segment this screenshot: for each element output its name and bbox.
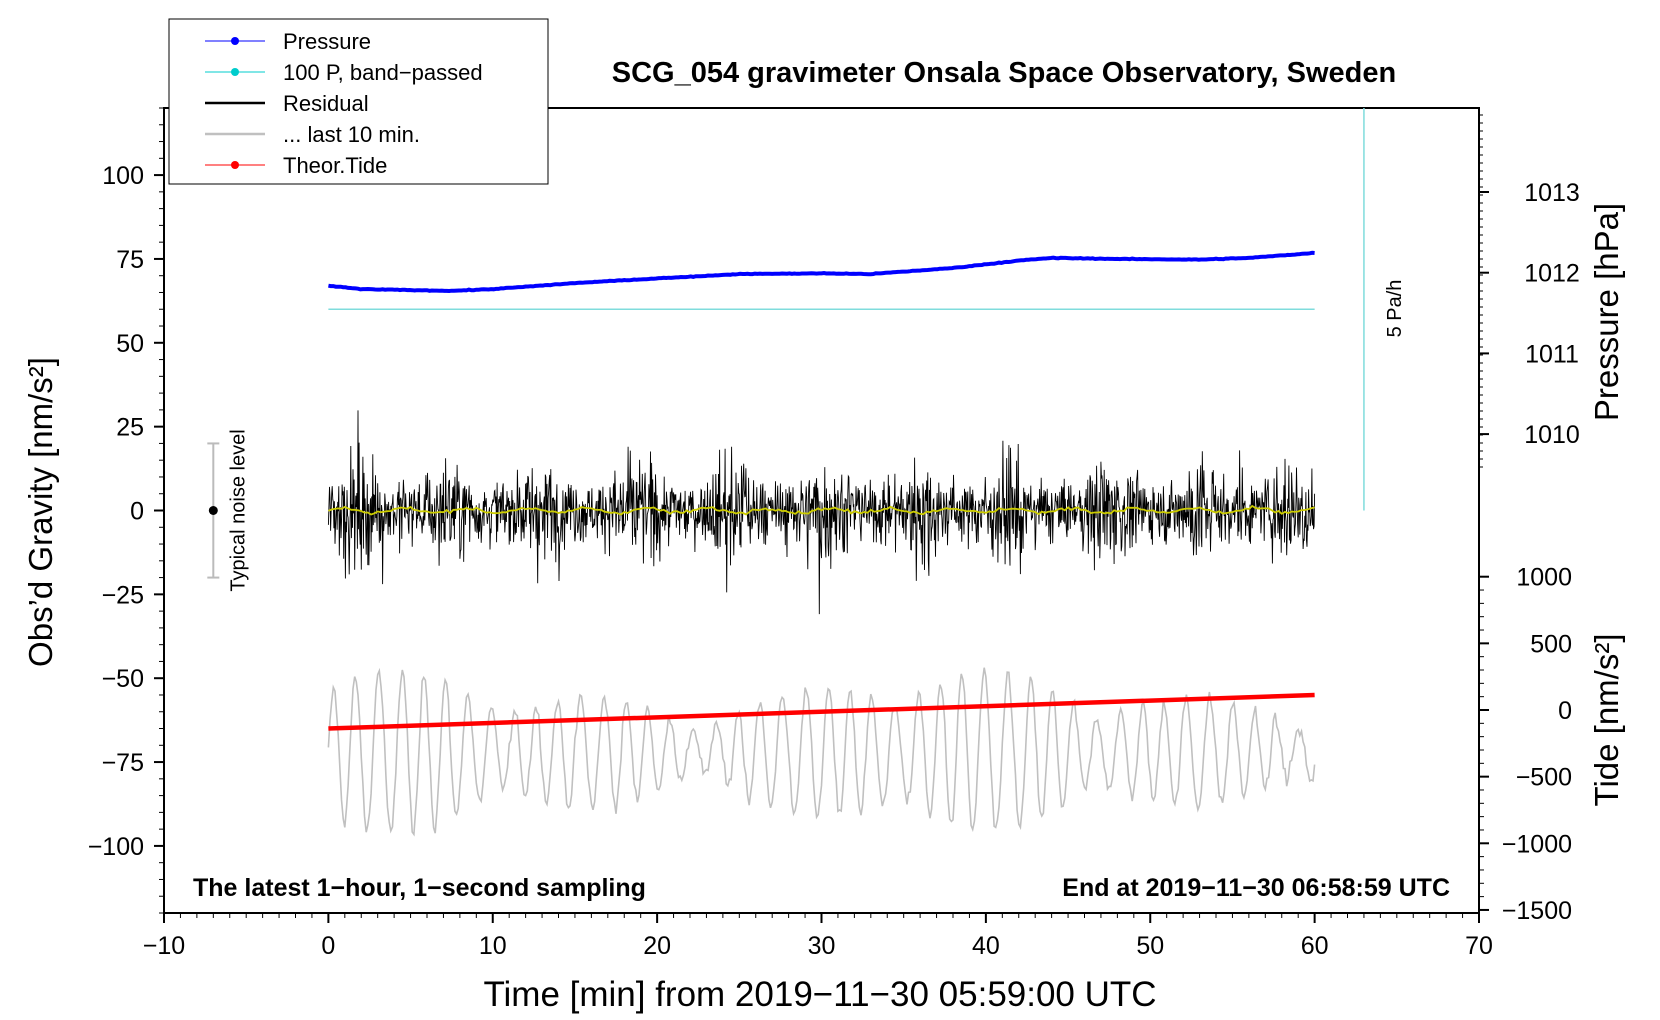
series-pressure: [328, 250, 1315, 294]
noise-level-label: Typical noise level: [227, 429, 249, 591]
end-time-annotation: End at 2019−11−30 06:58:59 UTC: [1062, 874, 1450, 902]
tide-axis-label: Tide [nm/s²]: [1588, 634, 1625, 807]
pressure-axis-label: Pressure [hPa]: [1588, 203, 1625, 421]
y-axis-ticks: 100 75 50 25 0 −25 −50 −75 −100: [88, 107, 164, 914]
x-tick-label: −10: [143, 932, 185, 960]
y-tick-label: −100: [88, 833, 144, 861]
x-tick-label: 40: [972, 932, 1000, 960]
legend-box: [168, 18, 549, 185]
pressure-tick-label: 1011: [1525, 340, 1579, 368]
legend-item: Residual: [205, 91, 369, 116]
rate-bar-label: 5 Pa/h: [1384, 280, 1406, 338]
series-residual-smoothed: [328, 504, 1315, 516]
chart-title: SCG_054 gravimeter Onsala Space Observat…: [612, 57, 1396, 89]
y-tick-label: 75: [116, 246, 144, 274]
legend-label: Pressure: [283, 29, 371, 54]
tide-tick-label: 1000: [1516, 564, 1572, 592]
noise-level-dot: [208, 506, 218, 515]
x-axis-ticks: −10 0 10 20 30 40 50 60 70: [143, 913, 1493, 960]
y-tick-label: 100: [102, 162, 144, 190]
tide-tick-label: −1000: [1502, 830, 1572, 858]
x-tick-label: 50: [1136, 932, 1164, 960]
legend-label: Theor.Tide: [283, 153, 387, 178]
legend-swatch-marker: [231, 161, 239, 169]
legend-label: Residual: [283, 91, 369, 116]
legend-item: Pressure: [205, 29, 371, 54]
legend-label: 100 P, band−passed: [283, 60, 483, 85]
tide-tick-label: −1500: [1502, 897, 1572, 925]
legend-item: 100 P, band−passed: [205, 60, 483, 85]
y-tick-label: −75: [102, 749, 144, 777]
y-tick-label: −25: [102, 581, 144, 609]
series-theor-tide: [328, 692, 1315, 731]
tide-axis-ticks: 1000 500 0 −500 −1000 −1500: [1479, 564, 1572, 925]
x-tick-label: 20: [643, 932, 671, 960]
legend-label: ... last 10 min.: [283, 122, 420, 147]
legend: Pressure 100 P, band−passed Residual ... la…: [168, 18, 549, 185]
legend-item: Theor.Tide: [205, 153, 387, 178]
tide-tick-label: 0: [1558, 697, 1572, 725]
pressure-axis-ticks: 1013 1012 1011 1010: [1479, 114, 1580, 468]
x-tick-label: 30: [808, 932, 836, 960]
y-tick-label: 25: [116, 414, 144, 442]
noise-level-indicator: Typical noise level: [207, 429, 249, 592]
x-tick-label: 70: [1465, 932, 1493, 960]
legend-swatch-marker: [231, 37, 239, 45]
y-tick-label: −50: [102, 665, 144, 693]
pressure-tick-label: 1013: [1524, 179, 1580, 207]
series-layer: [327, 250, 1316, 837]
sampling-annotation: The latest 1−hour, 1−second sampling: [193, 874, 646, 902]
pressure-tick-label: 1010: [1524, 421, 1580, 449]
x-tick-label: 60: [1301, 932, 1329, 960]
pressure-tick-label: 1012: [1524, 260, 1580, 288]
y-tick-label: 50: [116, 330, 144, 358]
x-tick-label: 10: [479, 932, 507, 960]
tide-tick-label: −500: [1516, 764, 1572, 792]
y-tick-label: 0: [130, 498, 144, 526]
series-last-10-min: [327, 667, 1316, 837]
legend-swatch-marker: [231, 68, 239, 76]
x-tick-label: 0: [321, 932, 335, 960]
tide-tick-label: 500: [1530, 630, 1572, 658]
series-residual: [327, 410, 1316, 615]
y-axis-label: Obs’d Gravity [nm/s²]: [22, 357, 59, 667]
x-axis-label: Time [min] from 2019−11−30 05:59:00 UTC: [483, 975, 1156, 1014]
legend-item: ... last 10 min.: [205, 122, 420, 147]
